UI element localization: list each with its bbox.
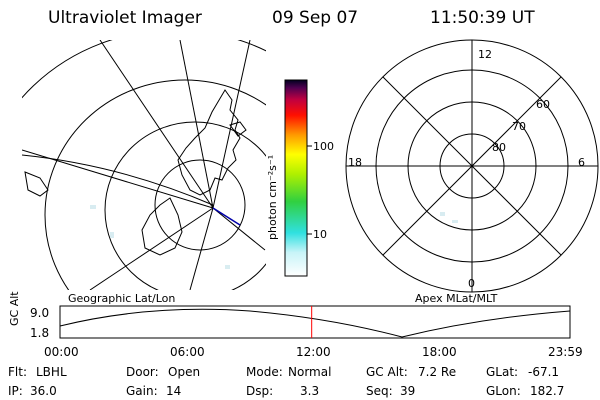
meridian [212,207,266,251]
door-value: Open [168,365,201,379]
time-tick-1800: 18:00 [422,345,457,359]
lat-label-80: 80 [492,141,506,154]
aurora-speck [90,205,96,209]
flt-label: Flt: [8,365,27,379]
dsp-value: 3.3 [300,384,320,398]
mlt-label-18: 18 [348,156,362,169]
header-time: 11:50:39 UT [430,8,535,28]
colorbar-tick-10: 10 [313,228,327,241]
glon-label: GLon: [486,384,521,398]
track-segment [212,207,241,226]
mlt-label-12: 12 [478,48,492,61]
left-panel-label: Geographic Lat/Lon [68,292,176,305]
time-tick-1200: 12:00 [296,345,331,359]
seq-value: 39 [400,384,416,398]
meridian [99,40,214,209]
polar-diagonal [382,76,562,256]
altitude-plot-frame [59,305,571,339]
dsp-label: Dsp: [246,384,274,398]
mlt-label-0: 0 [468,277,475,290]
seq-label: Seq: [366,384,393,398]
door-label: Door: [126,365,159,379]
coastline [141,197,183,256]
gain-value: 14 [166,384,182,398]
glon-value: 182.7 [530,384,565,398]
altitude-curve [59,308,571,338]
time-tick-0000: 00:00 [44,345,79,359]
time-tick-0600: 06:00 [170,345,205,359]
instrument-title: Ultraviolet Imager [48,8,202,28]
aurora-speck [452,220,458,223]
mode-label: Mode: [246,365,283,379]
header-date: 09 Sep 07 [272,8,359,28]
polar-diagonal [382,76,562,256]
aurora-speck [440,212,445,216]
meridian [89,207,214,290]
meridian [189,207,214,290]
meridian [179,40,214,209]
aurora-speck [225,265,230,269]
aurora-speck [110,232,114,238]
lat-label-60: 60 [536,98,550,111]
coastline [177,89,241,196]
glat-label: GLat: [486,365,519,379]
altitude-ytick-top: 9.0 [30,306,50,320]
coastline [24,171,49,197]
glat-value: -67.1 [528,365,560,379]
altitude-ylabel: GC Alt [8,291,21,326]
lat-circle [104,121,266,290]
gain-label: Gain: [126,384,158,398]
right-panel-label: Apex MLat/MLT [415,292,498,305]
ip-label: IP: [8,384,23,398]
great-circle [22,154,214,206]
meridian [212,40,251,209]
colorbar-gradient [284,79,308,277]
time-tick-2359: 23:59 [548,345,583,359]
mlt-label-6: 6 [578,156,585,169]
colorbar-unit-label: photon cm⁻²s⁻¹ [266,154,279,240]
mode-value: Normal [288,365,332,379]
gcalt-label: GC Alt: [366,365,408,379]
meridian [22,149,214,209]
lat-circle [154,159,246,251]
altitude-ytick-bottom: 1.8 [30,326,50,340]
lat-circle [44,79,266,290]
ip-value: 36.0 [30,384,57,398]
polar-ring [345,39,599,293]
lat-label-70: 70 [512,120,526,133]
coastline [229,121,247,137]
gcalt-value: 7.2 Re [418,365,457,379]
flt-value: LBHL [36,365,67,379]
colorbar-tick-100: 100 [313,140,334,153]
